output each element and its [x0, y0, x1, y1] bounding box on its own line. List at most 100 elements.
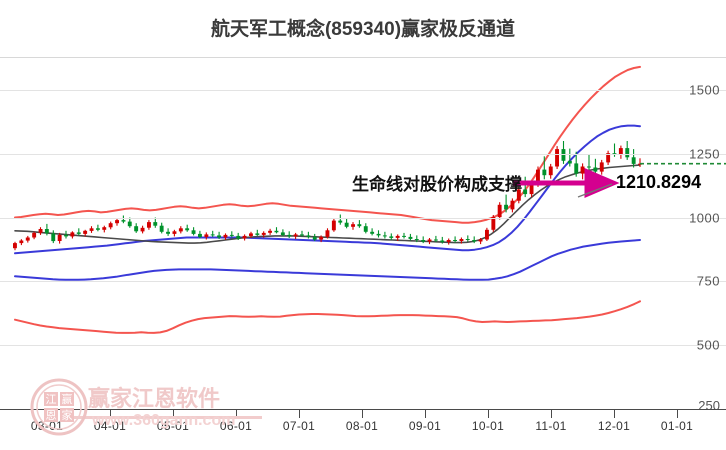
- candle-body: [402, 235, 406, 237]
- candle-body: [325, 230, 330, 237]
- svg-text:家: 家: [62, 408, 73, 422]
- candle-body: [147, 222, 151, 228]
- candle-body: [153, 222, 158, 226]
- candle-body: [166, 231, 170, 234]
- page-title: 航天军工概念(859340)赢家极反通道: [210, 19, 516, 40]
- x-axis-tick: [110, 410, 111, 418]
- candle-body: [172, 231, 177, 234]
- candle-body: [127, 221, 132, 227]
- channel-line: [14, 239, 641, 281]
- candle-body: [574, 163, 579, 174]
- gridline: [0, 89, 726, 91]
- candle-body: [478, 239, 483, 242]
- candle-body: [38, 229, 43, 233]
- candle-body: [382, 235, 387, 237]
- candle-body: [331, 220, 336, 231]
- candle-body: [96, 228, 100, 230]
- candle-body: [548, 166, 553, 176]
- candle-body: [280, 232, 285, 235]
- candle-body: [121, 220, 126, 222]
- candle-body: [631, 157, 636, 164]
- candle-body: [363, 226, 368, 232]
- candle-body: [210, 234, 215, 236]
- gridline: [0, 153, 726, 155]
- candle-body: [115, 220, 119, 224]
- candle-body: [453, 240, 457, 241]
- candle-body: [516, 189, 521, 201]
- x-axis-tick: [173, 410, 174, 418]
- x-axis-tick-label: 08-01: [345, 419, 379, 433]
- x-axis-tick: [551, 410, 552, 418]
- candle-body: [306, 235, 311, 237]
- candle-body: [64, 234, 68, 237]
- x-axis-tick-label: 10-01: [471, 419, 505, 433]
- candle-body: [555, 149, 559, 167]
- candle-body: [19, 240, 24, 244]
- gridline: [0, 281, 726, 283]
- candle-body: [293, 234, 298, 237]
- candle-body: [70, 232, 75, 237]
- candle-body: [185, 228, 190, 231]
- candle-body: [159, 225, 164, 232]
- candle-body: [223, 234, 228, 238]
- candle-body: [76, 232, 81, 234]
- x-axis-tick-label: 07-01: [282, 419, 316, 433]
- gridline: [0, 217, 726, 219]
- x-axis-tick-label: 06-01: [219, 419, 253, 433]
- chart-plot-area[interactable]: [0, 58, 726, 409]
- candle-body: [51, 233, 56, 242]
- candle-body: [83, 230, 88, 234]
- channel-line: [14, 300, 641, 334]
- candle-body: [204, 234, 209, 237]
- candle-body: [638, 163, 642, 165]
- candle-body: [421, 240, 426, 242]
- x-axis-line: [0, 409, 726, 410]
- candle-body: [357, 224, 362, 227]
- chart-canvas: [13, 65, 726, 334]
- candle-body: [599, 162, 604, 172]
- candle-body: [261, 232, 266, 235]
- channel-line: [14, 65, 641, 224]
- candle-body: [274, 230, 279, 233]
- y-axis-tick-label: 750: [696, 273, 720, 289]
- candle-body: [618, 148, 623, 155]
- candle-body: [134, 226, 139, 232]
- candle-body: [408, 236, 413, 239]
- x-axis-tick-label: 12-01: [597, 419, 631, 433]
- x-axis-tick-label: 09-01: [408, 419, 442, 433]
- candle-body: [312, 236, 317, 240]
- candle-body: [300, 234, 304, 236]
- candle-body: [491, 217, 496, 230]
- x-axis-tick-label: 01-01: [660, 419, 694, 433]
- x-axis-tick: [614, 410, 615, 418]
- candle-body: [472, 240, 477, 242]
- candle-body: [32, 232, 37, 238]
- candle-body: [57, 234, 62, 241]
- candle-body: [108, 223, 113, 228]
- candle-body: [229, 234, 234, 236]
- candle-body: [44, 229, 49, 234]
- gridline: [0, 345, 726, 347]
- candle-body: [344, 222, 349, 227]
- candle-body: [504, 204, 508, 210]
- candle-body: [242, 235, 247, 239]
- candle-body: [217, 235, 221, 238]
- candle-body: [255, 233, 260, 235]
- candle-body: [529, 184, 534, 195]
- candle-body: [178, 228, 183, 232]
- candle-body: [370, 231, 375, 234]
- svg-text:江: 江: [46, 393, 57, 406]
- candle-body: [338, 220, 343, 223]
- y-axis-tick-label: 1500: [689, 82, 720, 98]
- watermark-seal-icon: 江 赢 恩 家: [30, 378, 88, 436]
- candle-body: [102, 227, 107, 230]
- candle-body: [319, 236, 324, 240]
- x-axis-tick: [362, 410, 363, 418]
- candle-body: [287, 234, 292, 237]
- candle-body: [434, 239, 438, 241]
- y-axis-tick-label: 500: [696, 337, 720, 353]
- candle-body: [625, 148, 630, 158]
- plot-top-border: [0, 57, 726, 58]
- watermark-underline: [62, 416, 262, 419]
- y-axis-tick-label: 1250: [689, 146, 720, 162]
